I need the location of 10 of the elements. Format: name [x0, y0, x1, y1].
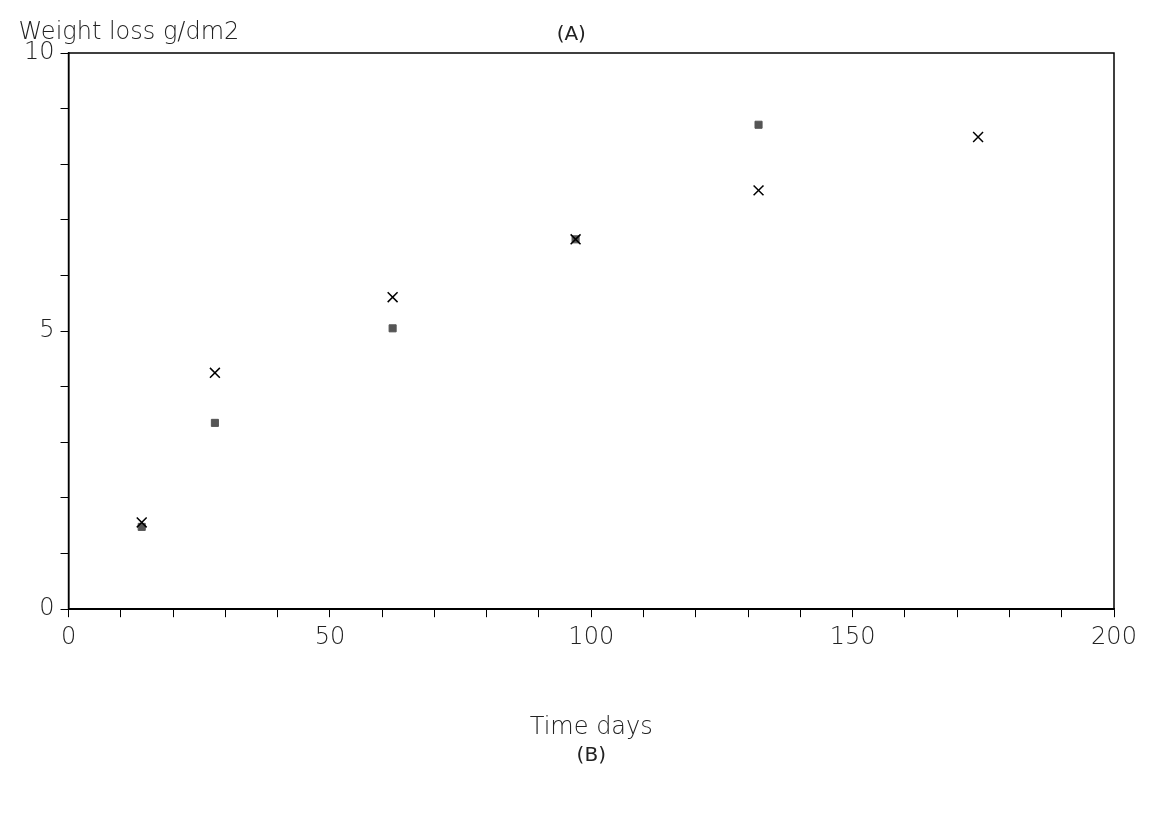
y-tick-label: 0: [39, 593, 55, 622]
text: (A): [556, 21, 586, 46]
x-tick-label: 0: [60, 621, 77, 650]
text: (B): [576, 742, 606, 767]
x-tick-label: 200: [1091, 621, 1137, 650]
x-tick-label: 100: [568, 621, 615, 650]
x-tick-label: 150: [829, 621, 876, 650]
x-axis-title: Time days: [529, 712, 653, 741]
x-tick-label: 50: [314, 621, 346, 650]
y-tick-label: 5: [39, 315, 55, 344]
